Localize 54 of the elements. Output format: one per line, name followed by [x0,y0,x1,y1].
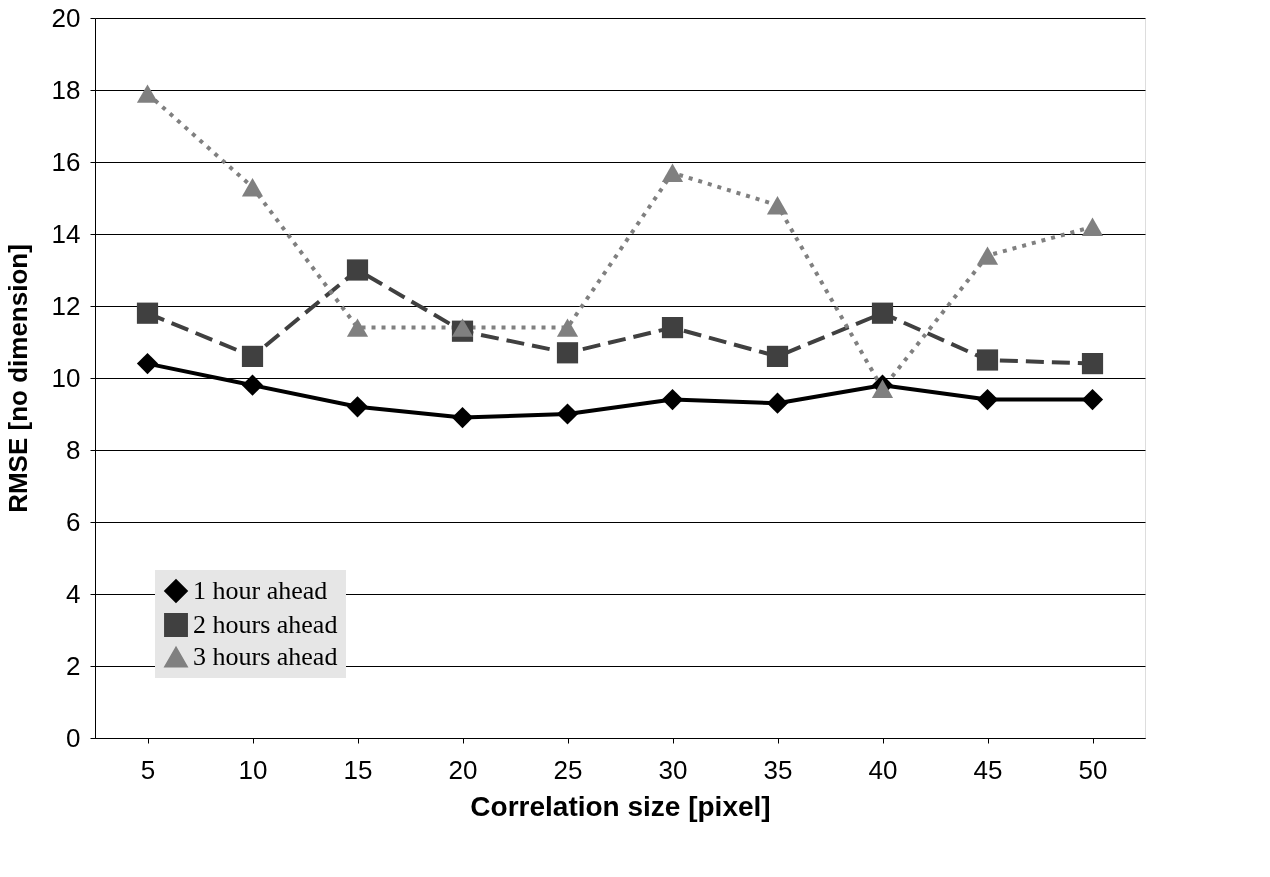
y-tick-label: 2 [66,650,81,681]
y-tick-label: 0 [66,722,81,753]
point [1081,352,1104,375]
x-tick-label: 45 [973,754,1003,785]
point [556,403,579,425]
x-tick-label: 5 [140,754,156,785]
x-axis-title: Correlation size [pixel] [470,790,771,822]
point [556,342,579,364]
x-tick-label: 25 [553,754,583,785]
point [766,196,789,215]
point [661,163,684,182]
y-tick-label: 12 [51,290,81,321]
point [871,302,894,324]
point [136,84,159,103]
x-tick-label: 10 [238,754,268,785]
point [241,345,264,368]
point [241,374,264,396]
y-tick-label: 18 [51,74,81,105]
x-tick-label: 35 [763,754,793,785]
y-axis-title: RMSE [no dimension] [2,244,33,513]
point [976,349,999,371]
x-tick-label: 40 [868,754,898,785]
y-tick-label: 20 [51,2,81,33]
y-tick-label: 8 [66,434,81,465]
point [136,302,159,324]
point [766,392,789,414]
point [346,318,369,337]
legend-label: 3 hours ahead [193,642,338,671]
y-tick-label: 16 [51,146,81,177]
y-tick-label: 10 [51,362,81,393]
x-tick-label: 50 [1078,754,1108,785]
y-tick-label: 4 [66,578,81,609]
point [451,406,474,429]
point [1081,388,1104,411]
point [661,388,684,411]
point [556,318,579,337]
y-tick-label: 6 [66,506,81,537]
point [451,318,474,337]
x-tick-label: 30 [658,754,688,785]
point [976,246,999,265]
x-tick-label: 20 [448,754,478,785]
point [241,178,264,197]
legend-label: 1 hour ahead [193,576,328,605]
point [346,396,369,418]
point [871,379,894,398]
y-tick-label: 14 [51,218,81,249]
point [661,316,684,339]
point [766,345,789,368]
point [346,259,369,281]
x-tick-label: 15 [343,754,373,785]
legend-label: 2 hours ahead [193,610,338,639]
point [976,388,999,411]
point [136,352,159,375]
point [1081,217,1104,236]
